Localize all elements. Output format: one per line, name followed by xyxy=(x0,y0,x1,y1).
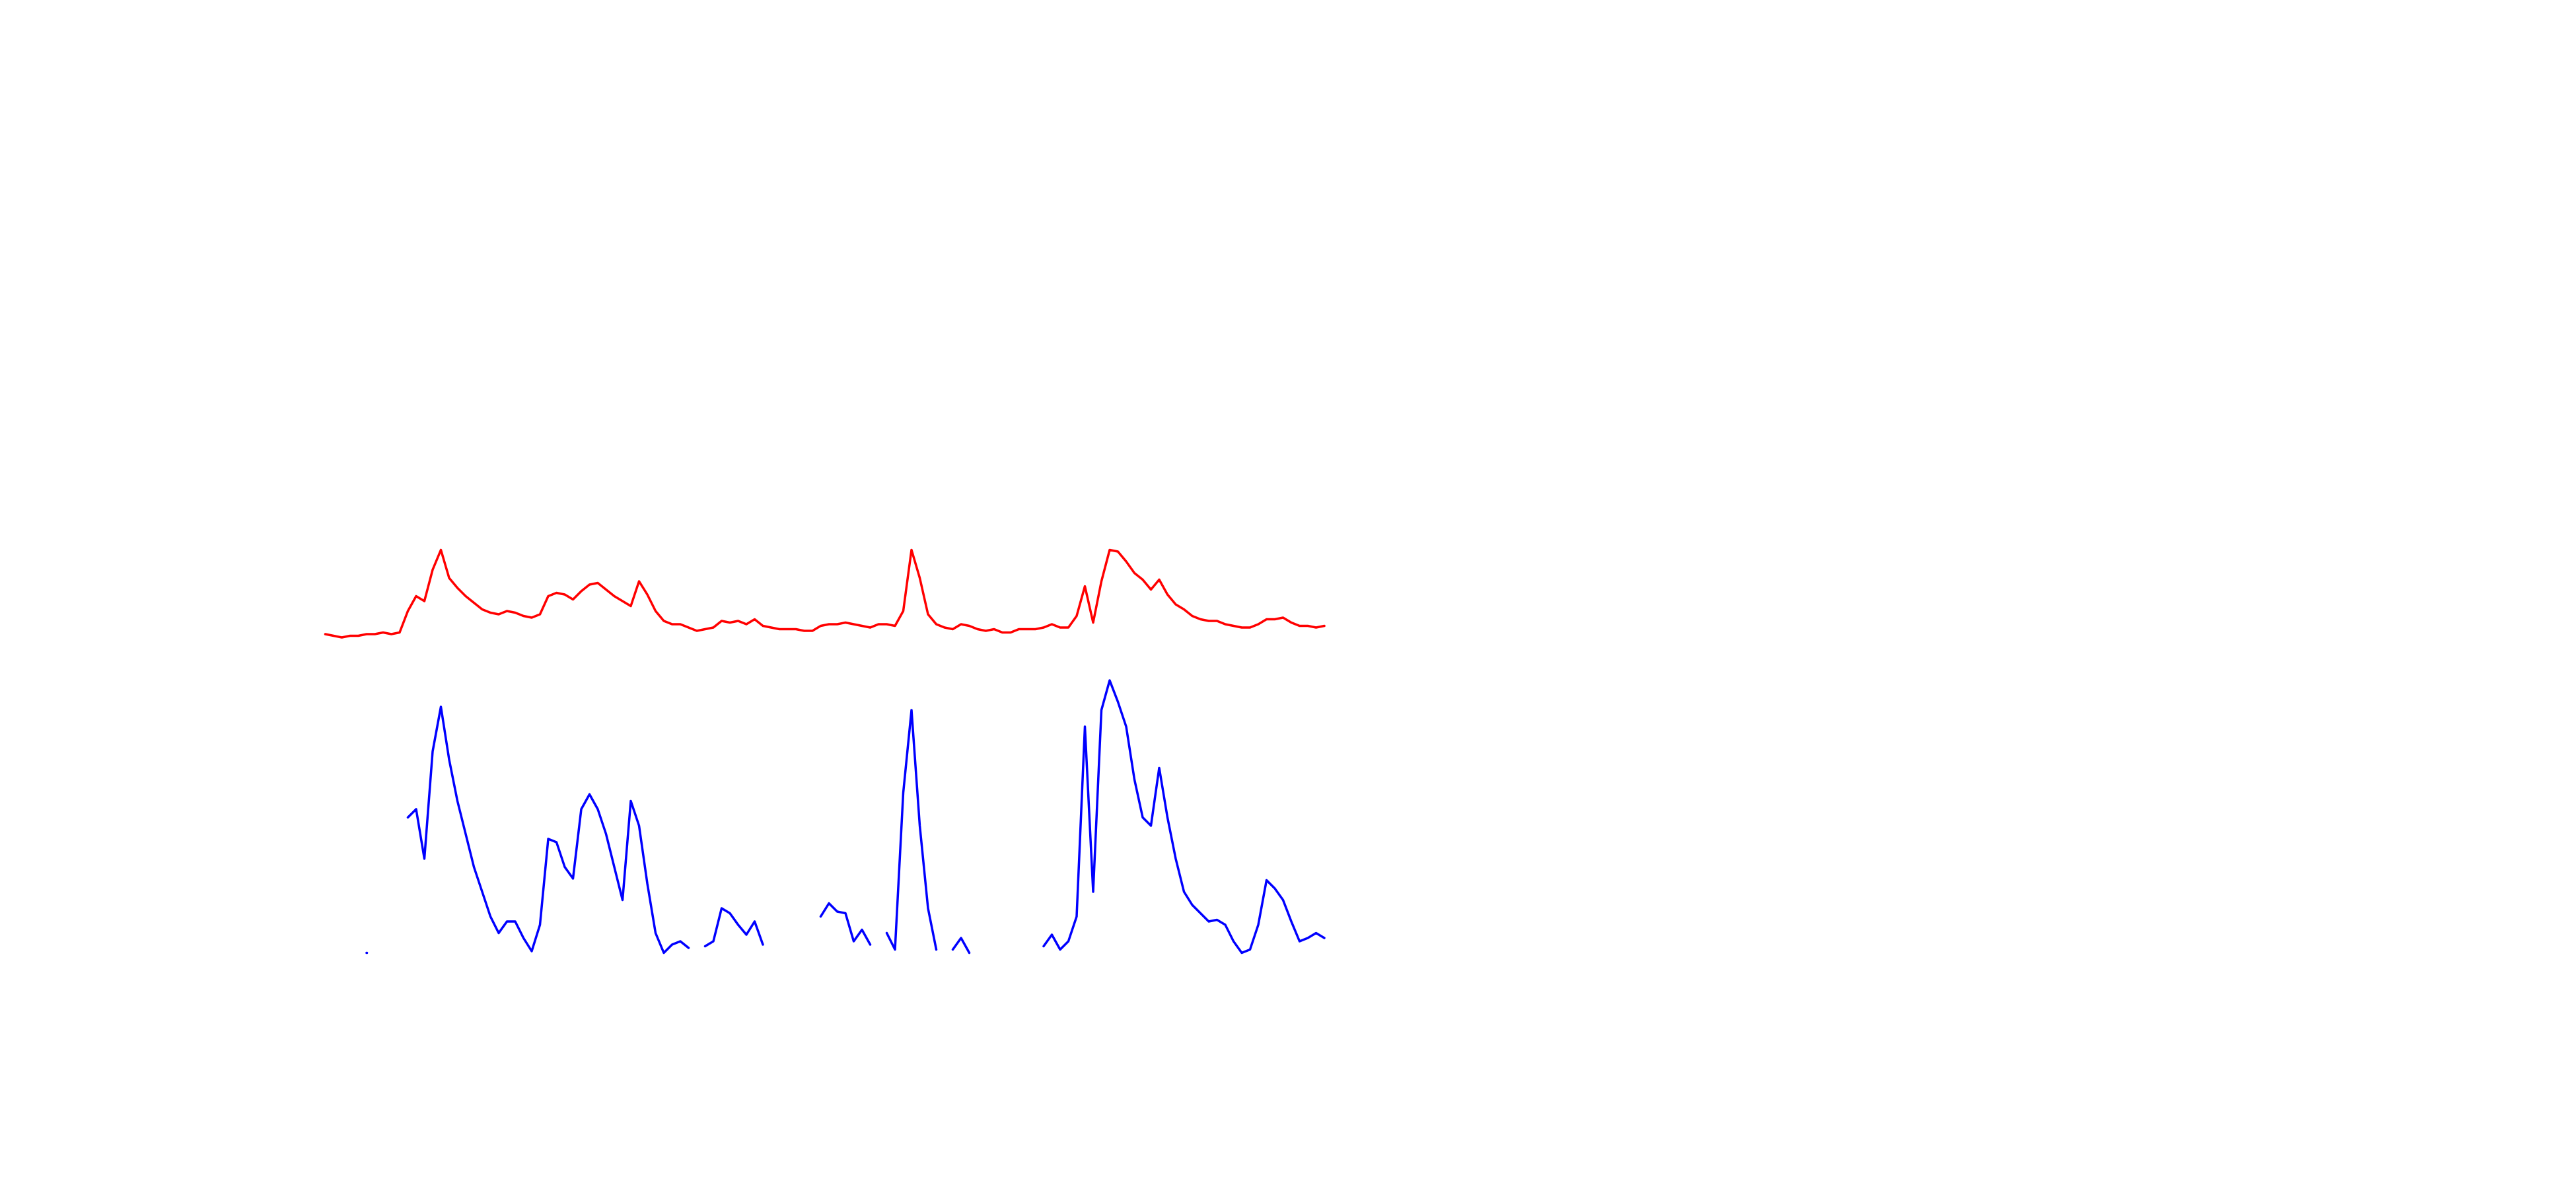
data-line xyxy=(324,548,1326,639)
data-line xyxy=(365,679,1326,955)
